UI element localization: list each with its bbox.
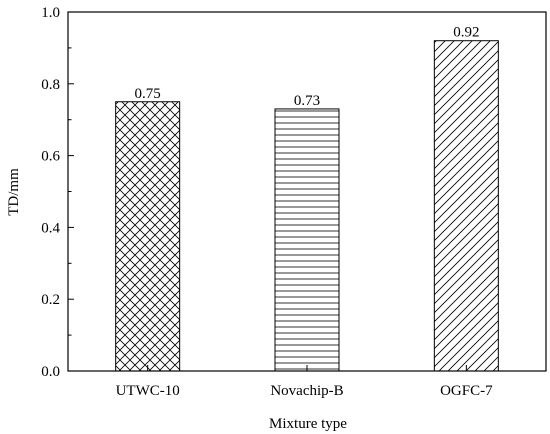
x-tick-label: UTWC-10: [116, 383, 180, 399]
y-tick-label: 1.0: [41, 5, 60, 21]
y-tick-label: 0.2: [41, 292, 60, 308]
x-tick-label: Novachip-B: [270, 383, 343, 399]
y-tick-label: 0.6: [41, 149, 60, 165]
bar-utwc-10: [115, 101, 181, 372]
data-label: 0.75: [135, 86, 161, 102]
y-tick-label: 0.4: [41, 220, 60, 236]
x-axis: UTWC-10 Novachip-B OGFC-7: [116, 365, 493, 399]
data-label: 0.73: [294, 93, 320, 109]
y-axis: 0.0 0.2 0.4 0.6 0.8 1.0: [41, 5, 74, 380]
bar-ogfc-7: [433, 40, 499, 372]
y-tick-label: 0.0: [41, 364, 60, 380]
data-label: 0.92: [453, 25, 479, 41]
bar-novachip-b: [274, 108, 340, 372]
bars-group: [115, 40, 499, 372]
x-axis-label: Mixture type: [269, 416, 347, 432]
y-tick-label: 0.8: [41, 77, 60, 93]
data-labels-group: 0.75 0.73 0.92: [135, 25, 480, 109]
y-axis-label: TD/mm: [6, 168, 22, 216]
x-tick-label: OGFC-7: [440, 383, 493, 399]
